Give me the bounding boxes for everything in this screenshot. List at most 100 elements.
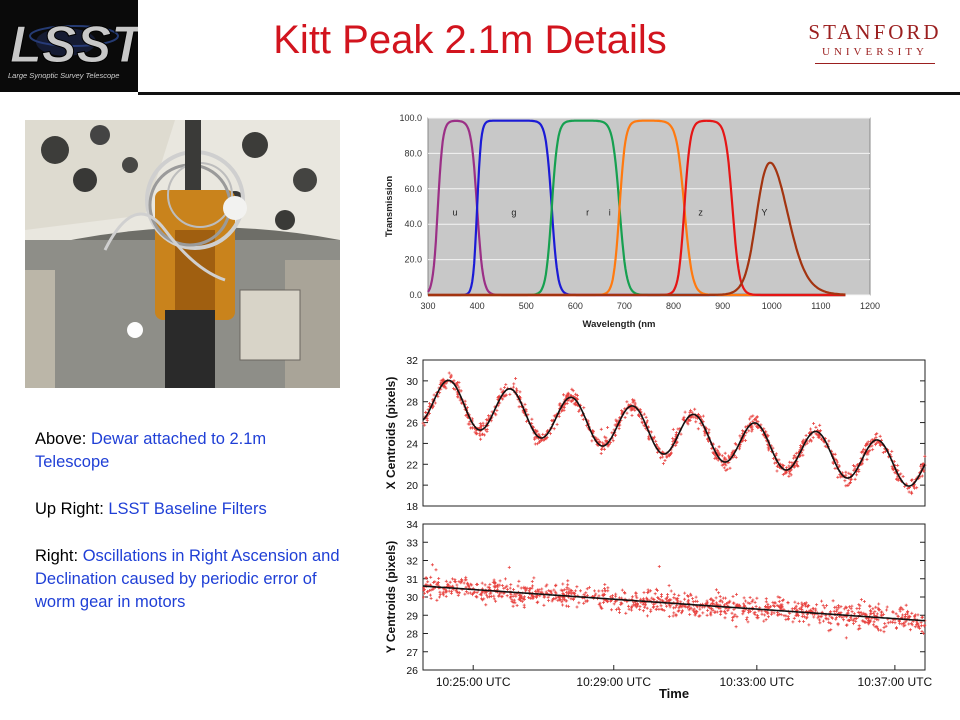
data-point — [672, 592, 676, 596]
data-point — [644, 415, 648, 419]
data-point — [704, 602, 708, 606]
data-point — [488, 582, 492, 586]
data-point — [514, 387, 518, 391]
data-point — [505, 594, 509, 598]
data-point — [870, 444, 874, 448]
data-point — [613, 433, 617, 437]
data-point — [598, 440, 602, 444]
data-point — [557, 414, 561, 418]
data-point — [520, 596, 524, 600]
data-point — [784, 614, 788, 618]
data-point — [779, 613, 783, 617]
data-point — [913, 486, 916, 490]
data-point — [494, 599, 498, 603]
data-point — [783, 472, 787, 475]
data-point — [853, 477, 857, 481]
data-point — [623, 416, 627, 419]
data-point — [771, 604, 775, 607]
data-point — [494, 413, 498, 417]
data-point — [821, 603, 825, 607]
data-point — [452, 379, 456, 383]
data-point — [653, 435, 656, 439]
caption-dewar-lead: Above: — [35, 430, 91, 448]
data-point — [694, 420, 698, 424]
data-point — [906, 612, 910, 616]
data-point — [870, 438, 874, 442]
data-point — [795, 462, 798, 466]
data-point — [502, 586, 506, 590]
y-tick-label: 100.0 — [399, 113, 422, 123]
data-point — [836, 623, 840, 627]
data-point — [775, 464, 779, 468]
data-point — [876, 618, 880, 622]
data-point — [508, 596, 512, 600]
data-point — [479, 437, 483, 441]
data-point — [429, 575, 433, 579]
data-point — [823, 444, 827, 448]
data-point — [741, 609, 745, 613]
data-point — [705, 599, 709, 603]
data-point — [772, 611, 776, 615]
data-point — [907, 622, 911, 626]
data-point — [509, 594, 513, 598]
data-point — [823, 606, 827, 610]
data-point — [444, 381, 448, 385]
data-point — [786, 615, 790, 619]
data-point — [687, 598, 690, 602]
x-tick-label: 10:29:00 UTC — [576, 675, 651, 689]
data-point — [475, 591, 479, 594]
data-point — [752, 611, 756, 615]
data-point — [533, 436, 537, 440]
data-point — [859, 450, 863, 454]
data-point — [866, 621, 870, 625]
data-point — [735, 615, 739, 619]
data-point — [543, 438, 546, 442]
data-point — [564, 604, 568, 608]
data-point — [524, 589, 528, 593]
data-point — [646, 591, 650, 595]
data-point — [421, 421, 425, 425]
data-point — [818, 618, 821, 622]
university-sub: UNIVERSITY — [822, 46, 928, 58]
data-point — [604, 439, 608, 443]
data-point — [770, 612, 773, 616]
data-point — [834, 609, 838, 613]
data-point — [778, 596, 782, 600]
data-point — [627, 607, 631, 611]
data-point — [850, 610, 854, 614]
data-point — [898, 622, 902, 626]
data-point — [633, 408, 637, 412]
data-point — [848, 480, 852, 484]
data-point — [846, 618, 850, 622]
data-point — [582, 592, 586, 596]
page-title: Kitt Peak 2.1m Details — [273, 18, 667, 62]
data-point — [868, 608, 872, 612]
data-point — [617, 608, 621, 611]
data-point — [516, 584, 520, 588]
data-point — [460, 401, 463, 405]
data-point — [501, 584, 505, 588]
data-point — [852, 612, 856, 616]
data-point — [750, 428, 754, 432]
data-point — [468, 426, 472, 430]
data-point — [510, 600, 514, 603]
data-point — [425, 576, 428, 580]
data-point — [844, 470, 848, 474]
data-point — [868, 612, 872, 616]
data-point — [660, 593, 663, 596]
data-point — [648, 437, 652, 441]
data-point — [458, 591, 461, 595]
data-point — [577, 409, 581, 413]
data-point — [567, 398, 571, 402]
data-point — [820, 599, 824, 603]
data-point — [505, 588, 509, 591]
data-point — [683, 410, 687, 414]
data-point — [670, 451, 673, 455]
data-point — [527, 589, 531, 593]
data-point — [496, 583, 500, 587]
data-point — [747, 429, 751, 433]
x-tick-label: 500 — [519, 301, 534, 311]
data-point — [535, 429, 539, 433]
data-point — [422, 591, 426, 595]
data-point — [661, 462, 665, 466]
